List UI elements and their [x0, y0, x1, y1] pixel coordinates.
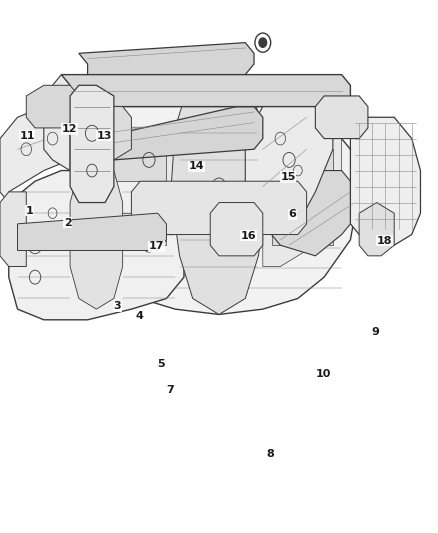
Polygon shape — [350, 117, 420, 245]
Polygon shape — [61, 75, 350, 107]
Polygon shape — [315, 96, 368, 139]
Polygon shape — [105, 149, 166, 181]
Polygon shape — [0, 107, 88, 203]
Text: 17: 17 — [149, 241, 165, 251]
Polygon shape — [171, 85, 267, 314]
Polygon shape — [70, 171, 123, 309]
Polygon shape — [105, 213, 166, 245]
Polygon shape — [79, 43, 254, 75]
Text: 4: 4 — [135, 311, 143, 320]
Polygon shape — [9, 171, 184, 320]
Text: 9: 9 — [372, 327, 380, 336]
Polygon shape — [210, 203, 263, 256]
Circle shape — [259, 38, 267, 47]
Polygon shape — [359, 203, 394, 256]
Polygon shape — [18, 213, 166, 251]
Text: 14: 14 — [188, 161, 204, 171]
Text: 10: 10 — [315, 369, 331, 379]
Text: 12: 12 — [61, 124, 77, 134]
Polygon shape — [79, 107, 131, 160]
Text: 6: 6 — [289, 209, 297, 219]
Text: 1: 1 — [26, 206, 34, 215]
Text: 5: 5 — [157, 359, 165, 368]
Polygon shape — [245, 85, 333, 235]
Polygon shape — [131, 181, 307, 235]
Text: 11: 11 — [19, 131, 35, 141]
Text: 16: 16 — [241, 231, 257, 240]
Polygon shape — [96, 107, 263, 160]
Polygon shape — [26, 85, 79, 128]
Text: 15: 15 — [280, 172, 296, 182]
Text: 2: 2 — [64, 218, 72, 228]
Text: 13: 13 — [96, 131, 112, 141]
Text: 3: 3 — [113, 302, 121, 311]
Text: 8: 8 — [267, 449, 275, 459]
Polygon shape — [272, 149, 333, 181]
Polygon shape — [0, 192, 26, 266]
Polygon shape — [96, 128, 175, 266]
Polygon shape — [88, 85, 359, 314]
Text: 7: 7 — [166, 385, 174, 395]
Polygon shape — [44, 75, 79, 171]
Polygon shape — [70, 85, 114, 203]
Polygon shape — [263, 128, 342, 266]
Text: 18: 18 — [377, 236, 392, 246]
Polygon shape — [272, 213, 333, 245]
Polygon shape — [272, 171, 359, 256]
